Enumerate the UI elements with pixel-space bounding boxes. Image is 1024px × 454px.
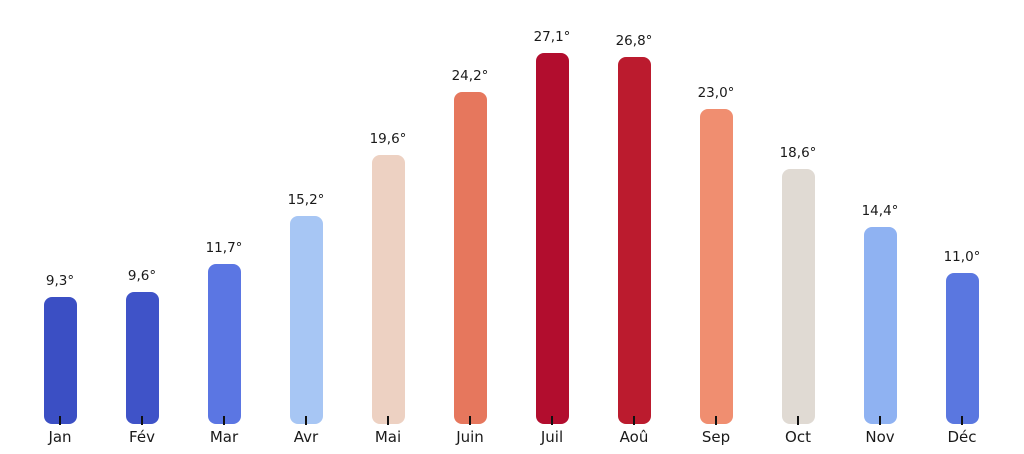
value-label-avr: 15,2° <box>287 191 325 208</box>
bar-juil <box>535 53 569 424</box>
x-axis-tick <box>551 416 553 425</box>
bar-déc <box>945 273 979 424</box>
bar-sep <box>699 109 733 424</box>
value-label-sep: 23,0° <box>697 84 735 101</box>
value-label-jan: 9,3° <box>45 272 75 289</box>
x-axis-tick <box>387 416 389 425</box>
x-axis-tick <box>715 416 717 425</box>
x-tick-label-avr: Avr <box>293 428 319 446</box>
x-tick-label-mai: Mai <box>374 428 402 446</box>
value-label-fév: 9,6° <box>127 267 157 284</box>
value-label-mai: 19,6° <box>369 130 407 147</box>
x-tick-label-nov: Nov <box>865 428 895 446</box>
x-tick-label-fév: Fév <box>129 428 155 446</box>
bar-aoû <box>617 57 651 424</box>
x-axis-tick <box>305 416 307 425</box>
bar-avr <box>289 216 323 424</box>
x-axis-tick <box>633 416 635 425</box>
bar-fév <box>125 292 159 424</box>
x-tick-label-oct: Oct <box>785 428 811 446</box>
x-axis-tick <box>879 416 881 425</box>
x-tick-label-juil: Juil <box>540 428 564 446</box>
value-label-mar: 11,7° <box>205 239 243 256</box>
x-tick-label-mar: Mar <box>209 428 239 446</box>
bar-oct <box>781 169 815 424</box>
bar-jan <box>43 297 77 424</box>
x-tick-label-sep: Sep <box>701 428 731 446</box>
x-tick-label-jan: Jan <box>48 428 72 446</box>
x-axis-tick <box>961 416 963 425</box>
bar-juin <box>453 92 487 424</box>
x-axis-tick <box>469 416 471 425</box>
bar-nov <box>863 227 897 424</box>
value-label-oct: 18,6° <box>779 144 817 161</box>
x-tick-label-aoû: Aoû <box>619 428 649 446</box>
x-axis-tick <box>59 416 61 425</box>
value-label-aoû: 26,8° <box>615 32 653 49</box>
x-tick-label-déc: Déc <box>947 428 977 446</box>
x-axis-tick <box>797 416 799 425</box>
value-label-juin: 24,2° <box>451 67 489 84</box>
x-axis-tick <box>223 416 225 425</box>
bar-mai <box>371 155 405 424</box>
bar-mar <box>207 264 241 424</box>
x-tick-label-juin: Juin <box>456 428 484 446</box>
value-label-juil: 27,1° <box>533 28 571 45</box>
value-label-nov: 14,4° <box>861 202 899 219</box>
x-axis-tick <box>141 416 143 425</box>
value-label-déc: 11,0° <box>943 248 981 265</box>
